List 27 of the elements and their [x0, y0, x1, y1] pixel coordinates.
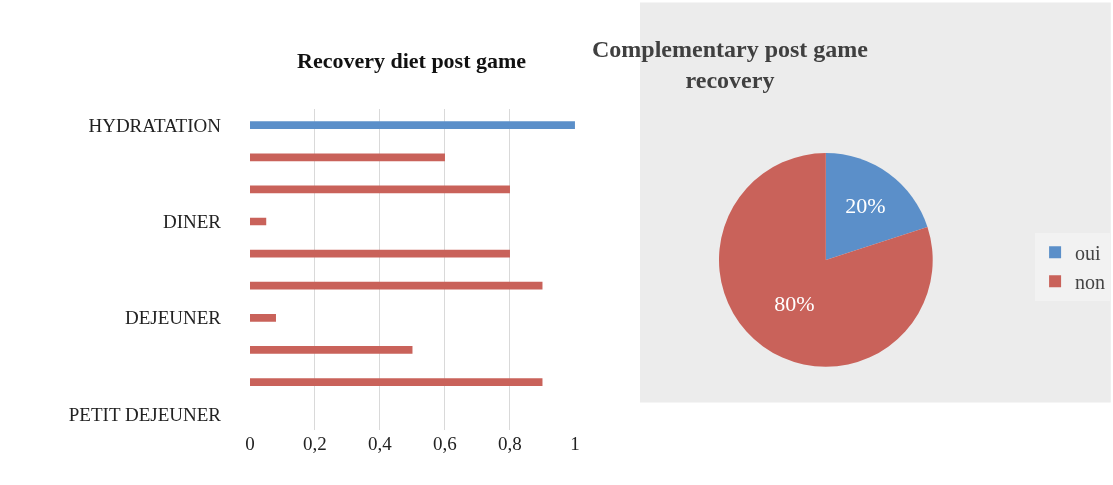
chart-title: Complementary post game recovery [592, 36, 869, 94]
bar [249, 378, 543, 386]
x-tick-label: 0,6 [433, 433, 457, 455]
data-label: 20% [845, 193, 886, 219]
x-tick-label: 0,2 [303, 433, 327, 455]
y-tick-label: DEJEUNER [124, 307, 222, 329]
pie-slice [719, 153, 933, 367]
y-tick-label: HYDRATATION [88, 114, 222, 136]
chart-title: Recovery diet post game [297, 48, 527, 73]
bar [249, 121, 575, 130]
legend-label: oui [1075, 242, 1102, 265]
x-tick-label: 0 [245, 433, 255, 455]
x-tick-label: 0,4 [368, 433, 393, 455]
y-tick-label: DINER [162, 211, 222, 233]
bar [249, 185, 510, 194]
bar [249, 217, 267, 226]
bar [249, 281, 543, 290]
bar [249, 249, 510, 258]
x-tick-label: 0,8 [498, 433, 522, 455]
bar [249, 153, 445, 162]
pie-slice [825, 153, 928, 260]
data-label: 80% [774, 290, 815, 316]
bar [249, 313, 276, 322]
y-tick-label: PETIT DEJEUNER [68, 403, 222, 425]
bar [249, 346, 413, 354]
x-tick-label: 1 [570, 433, 580, 455]
legend-label: non [1075, 271, 1106, 294]
